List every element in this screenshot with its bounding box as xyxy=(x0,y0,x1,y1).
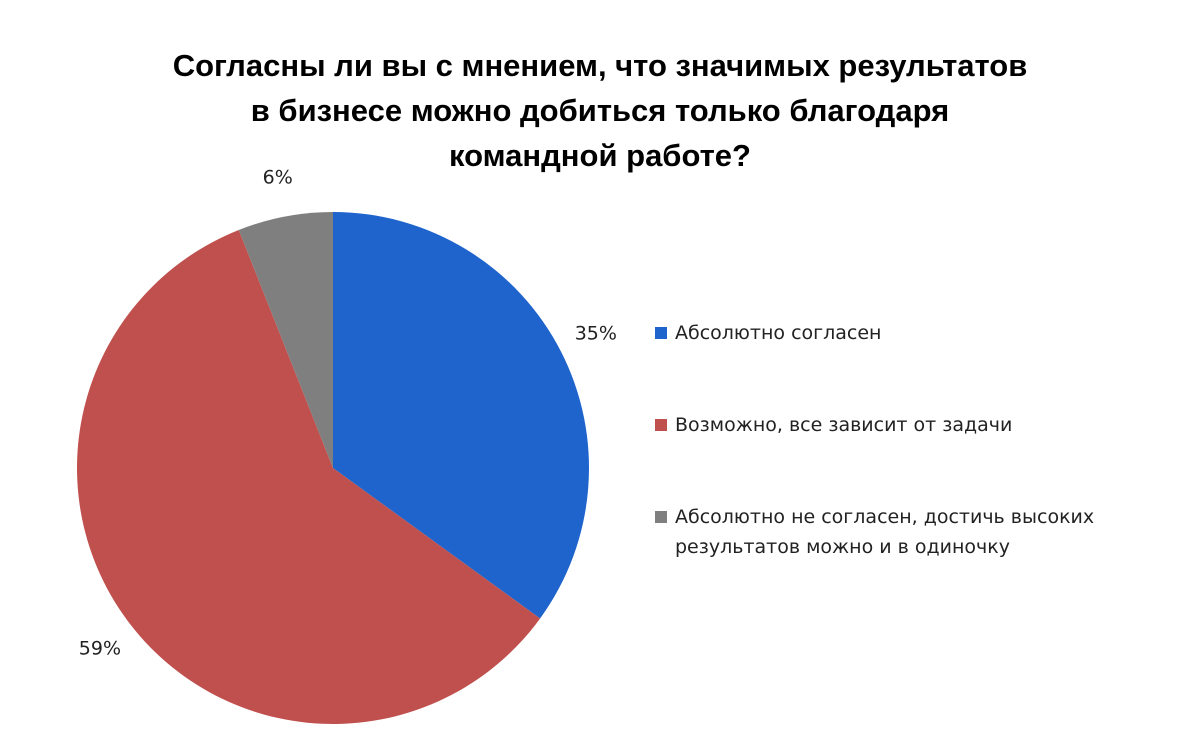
data-label: 35% xyxy=(575,323,617,345)
legend-swatch xyxy=(655,419,667,431)
chart-title: в бизнесе можно добиться только благодар… xyxy=(251,93,949,128)
legend-item: Абсолютно не согласен, достичь высоких р… xyxy=(655,502,1175,562)
chart-title: командной работе? xyxy=(449,138,751,173)
legend: Абсолютно согласен Возможно, все зависит … xyxy=(655,318,1175,624)
pie-slice xyxy=(238,212,333,468)
legend-item: Абсолютно согласен xyxy=(655,318,1175,348)
legend-label: Возможно, все зависит от задачи xyxy=(675,414,1013,436)
chart-title: Согласны ли вы с мнением, что значимых р… xyxy=(173,48,1028,83)
legend-label: Абсолютно согласен xyxy=(675,322,882,344)
legend-item: Возможно, все зависит от задачи xyxy=(655,410,1175,440)
legend-swatch xyxy=(655,511,667,523)
legend-label: Абсолютно не согласен, достичь высоких р… xyxy=(675,506,1095,558)
pie-slice xyxy=(76,229,541,724)
legend-swatch xyxy=(655,327,667,339)
data-label: 6% xyxy=(263,167,293,189)
data-label: 59% xyxy=(79,637,121,659)
pie-slice xyxy=(333,212,589,619)
